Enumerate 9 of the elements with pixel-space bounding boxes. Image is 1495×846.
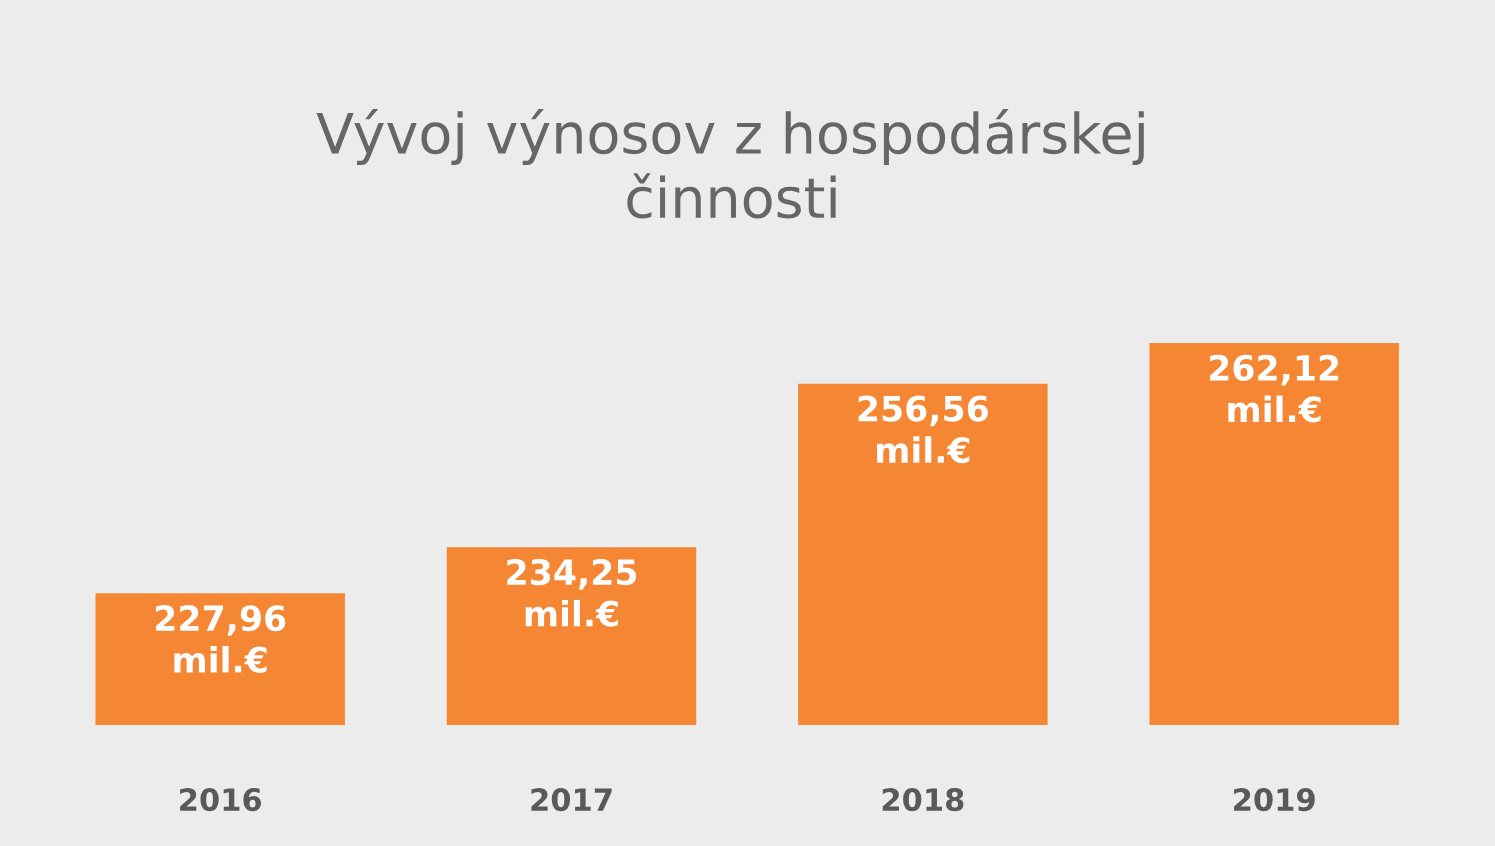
x-tick-label: 2017 [531,788,612,812]
chart-title: Vývoj výnosov z hospodárskej činnosti [316,109,1144,219]
data-label: 227,96 mil.€ [155,605,286,673]
x-tick-label: 2016 [180,788,262,812]
x-tick-label: 2018 [882,788,964,812]
data-label: 262,12 mil.€ [1209,354,1339,423]
data-label: 234,25 mil.€ [507,558,637,627]
data-label: 256,56 mil.€ [858,395,988,464]
x-tick-label: 2019 [1234,788,1315,812]
